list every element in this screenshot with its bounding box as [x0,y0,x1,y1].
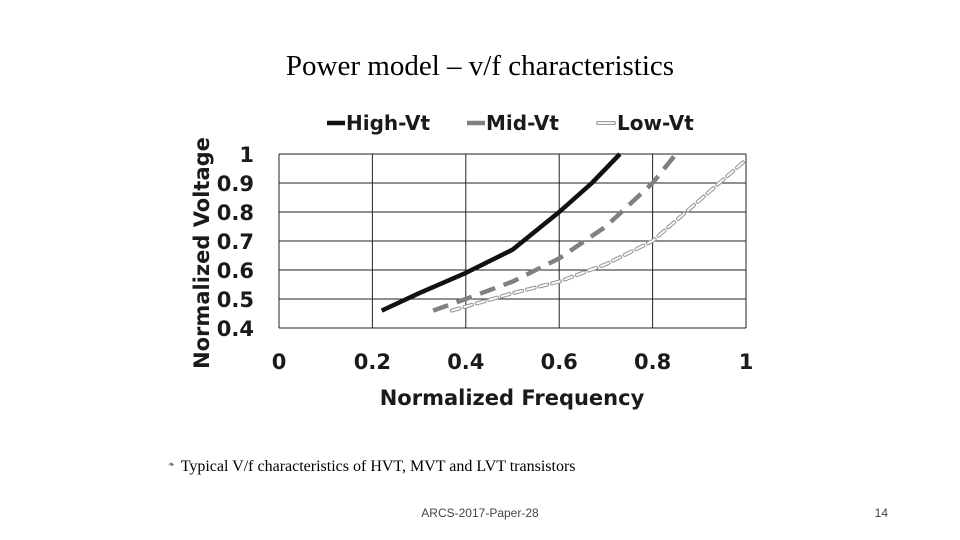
legend-label: High-Vt [346,111,430,135]
x-tick-label: 0.8 [634,350,671,374]
legend-item-high-vt: High-Vt [327,111,430,135]
x-tick-label: 0.6 [541,350,578,374]
series-line-low-vt-outline [449,157,748,313]
x-axis-title: Normalized Frequency [380,386,645,410]
y-tick-label: 0.6 [217,259,254,283]
y-tick-label: 1 [239,143,254,167]
caption-text: Typical V/f characteristics of HVT, MVT … [180,458,576,475]
legend-item-low-vt: Low-Vt [596,111,694,135]
series-line-mid-vt [432,152,678,313]
y-tick-label: 0.8 [217,201,254,225]
series-line-high-vt [380,152,622,313]
x-tick-label: 0.4 [447,350,484,374]
legend-label: Low-Vt [617,111,694,135]
x-tick-label: 0.2 [354,350,391,374]
y-tick-label: 0.4 [217,317,254,341]
page-number: 14 [874,506,888,520]
legend-layer: High-Vt Mid-Vt Low-Vt [327,111,694,135]
caption-row: ❧ Typical V/f characteristics of HVT, MVT… [168,455,576,477]
y-tick-label: 0.9 [217,172,254,196]
y-axis-title: Normalized Voltage [190,137,214,369]
footer-paper-id: ARCS-2017-Paper-28 [421,506,539,520]
series-line-low-vt [449,157,748,313]
x-tick-label: 0 [272,350,287,374]
caption-bullet-icon: ❧ [168,460,175,469]
series-layer [380,152,748,313]
y-tick-label: 0.7 [217,230,254,254]
y-tick-label: 0.5 [217,288,254,312]
slide-title: Power model – v/f characteristics [285,50,675,82]
x-tick-label: 1 [739,350,754,374]
legend-item-mid-vt: Mid-Vt [467,111,559,135]
legend-label: Mid-Vt [486,111,559,135]
series-line-low-vt-inner [450,158,747,312]
grid-layer [278,153,747,329]
axis-layer: 0.4 0.5 0.6 0.7 0.8 0.9 1 0 0.2 0.4 0.6 0.8 1 Normali… [190,137,753,410]
